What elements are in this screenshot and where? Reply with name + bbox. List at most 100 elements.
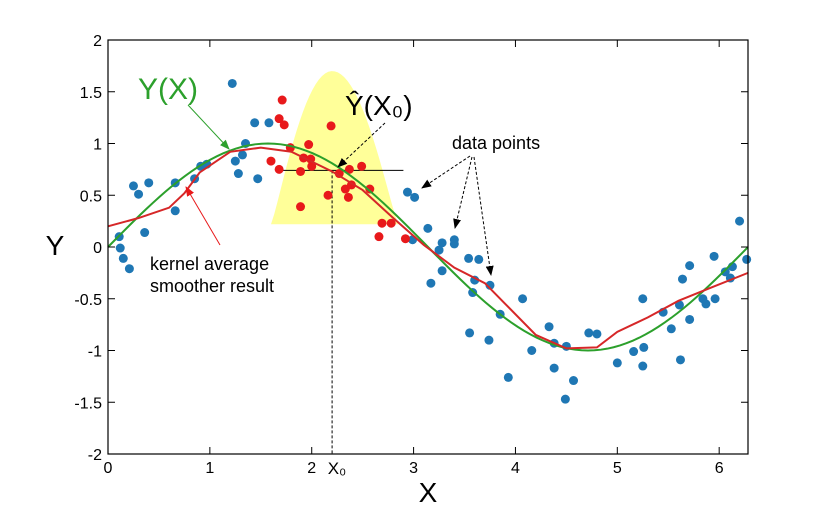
blue-data-point: [584, 328, 594, 338]
red-data-point: [343, 192, 353, 202]
blue-data-point: [464, 253, 474, 263]
blue-data-point: [639, 342, 649, 352]
blue-data-point: [544, 322, 554, 332]
kernel-window: [270, 71, 399, 225]
red-data-point: [274, 164, 284, 174]
red-data-point: [334, 169, 344, 179]
blue-data-point: [709, 251, 719, 261]
red-data-point: [296, 202, 306, 212]
kernel-shape: [270, 71, 399, 225]
y-tick-label: 0: [93, 240, 102, 257]
blue-data-point: [233, 169, 243, 179]
blue-data-point: [227, 78, 237, 88]
blue-data-point: [527, 346, 537, 355]
blue-data-point: [449, 239, 459, 249]
blue-data-point: [612, 358, 622, 368]
blue-data-point: [701, 299, 711, 309]
blue-data-point: [230, 156, 240, 166]
blue-data-point: [264, 118, 274, 128]
smoother-label-line2: smoother result: [150, 276, 274, 296]
blue-data-point: [468, 288, 478, 298]
red-data-point: [326, 121, 336, 131]
blue-data-point: [735, 216, 745, 226]
blue-data-point: [560, 394, 570, 404]
blue-data-point: [629, 347, 639, 357]
yhat-arrow: [337, 122, 386, 168]
blue-data-point: [549, 363, 559, 373]
red-data-point: [279, 120, 289, 130]
x-tick-label: 0: [104, 460, 113, 477]
blue-data-point: [503, 372, 513, 382]
smoother-label-line1: kernel average: [150, 254, 269, 274]
blue-data-point: [518, 294, 528, 304]
blue-data-point: [485, 280, 495, 290]
red-data-point: [377, 218, 387, 228]
y-tick-label: -1.5: [74, 395, 102, 412]
blue-data-point: [437, 238, 447, 248]
blue-data-point: [134, 189, 144, 199]
y-tick-label: -0.5: [74, 292, 102, 309]
y-axis-label: Y: [46, 230, 65, 261]
x-tick-label: 5: [613, 460, 622, 477]
y-tick-label: -2: [88, 447, 102, 464]
y-tick-label: -1: [88, 344, 102, 361]
blue-data-point: [638, 361, 648, 371]
blue-data-point: [118, 253, 128, 263]
blue-data-point: [124, 264, 134, 274]
red-data-point: [386, 218, 396, 228]
blue-data-point: [410, 192, 420, 202]
smoother-arrow: [185, 186, 221, 246]
y-tick-label: 0.5: [80, 188, 102, 205]
blue-data-point: [666, 324, 676, 334]
red-data-point: [277, 95, 287, 105]
yhat-label: Ŷ(X₀): [345, 90, 413, 121]
red-data-point: [307, 161, 317, 171]
blue-data-point: [115, 243, 125, 253]
x-tick-label: 3: [409, 460, 418, 477]
x-tick-label: 2: [307, 460, 316, 477]
data-points-arrow-2: [453, 156, 473, 229]
blue-data-point: [678, 274, 688, 284]
blue-data-point: [710, 294, 720, 304]
data-points-label: data points: [452, 133, 540, 153]
blue-data-point: [402, 187, 412, 197]
red-data-point: [365, 184, 375, 194]
yx-label: Y(X): [138, 73, 198, 106]
blue-data-point: [592, 329, 602, 339]
blue-data-point: [675, 355, 685, 365]
smoother-line: [107, 146, 749, 350]
y-tick-label: 1: [93, 137, 102, 154]
x-tick-label: 6: [715, 460, 724, 477]
red-data-point: [323, 190, 333, 200]
blue-data-point: [237, 150, 247, 160]
red-data-point: [374, 232, 384, 242]
red-data-point: [266, 156, 276, 166]
red-data-point: [274, 114, 284, 124]
blue-data-point: [569, 376, 579, 386]
blue-data-point: [685, 314, 695, 324]
blue-data-point: [474, 254, 484, 264]
blue-data-point: [423, 223, 433, 233]
blue-data-point: [484, 335, 494, 345]
blue-data-point: [434, 245, 444, 255]
red-data-point: [357, 161, 367, 171]
blue-data-point: [638, 294, 648, 304]
y-tick-label: 1.5: [80, 85, 102, 102]
x-axis-label: X: [419, 477, 438, 508]
blue-data-point: [742, 254, 752, 264]
red-data-point: [304, 140, 314, 150]
blue-data-point: [144, 178, 154, 188]
yx-arrow: [187, 104, 230, 150]
data-points-arrow-1: [421, 155, 471, 189]
red-data-point: [400, 234, 410, 244]
blue-data-point: [674, 300, 684, 310]
blue-data-point: [685, 261, 695, 271]
x-tick-label: 4: [511, 460, 520, 477]
x0-label: X₀: [328, 459, 346, 478]
blue-data-point: [250, 118, 260, 128]
blue-data-point: [720, 267, 730, 277]
x-tick-label: 1: [205, 460, 214, 477]
blue-data-point: [426, 278, 436, 288]
blue-data-point: [437, 266, 447, 276]
